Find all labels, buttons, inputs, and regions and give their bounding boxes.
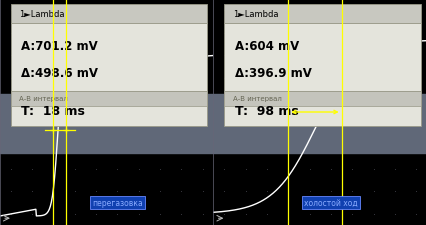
Text: А-В интервал: А-В интервал [232, 96, 281, 102]
Text: перегазовка: перегазовка [92, 198, 142, 207]
Text: А-В интервал: А-В интервал [19, 96, 68, 102]
Bar [11, 4, 207, 24]
Text: A:604 mV: A:604 mV [234, 40, 298, 53]
Text: 1►Lambda: 1►Lambda [232, 10, 278, 18]
Bar [11, 91, 207, 107]
Text: T:  98 ms: T: 98 ms [234, 105, 298, 118]
Text: Δ:396.9 mV: Δ:396.9 mV [234, 67, 311, 80]
Text: Δ:498.6 mV: Δ:498.6 mV [21, 67, 98, 80]
Bar [224, 91, 420, 107]
Text: холостой ход: холостой ход [303, 198, 357, 207]
Bar [224, 4, 420, 24]
Text: T:  18 ms: T: 18 ms [21, 105, 85, 118]
Text: A:701.2 mV: A:701.2 mV [21, 40, 98, 53]
Text: 1►Lambda: 1►Lambda [19, 10, 65, 18]
Bar [11, 24, 207, 126]
Bar [213, 94, 426, 153]
Bar [0, 94, 213, 153]
Bar [224, 24, 420, 126]
